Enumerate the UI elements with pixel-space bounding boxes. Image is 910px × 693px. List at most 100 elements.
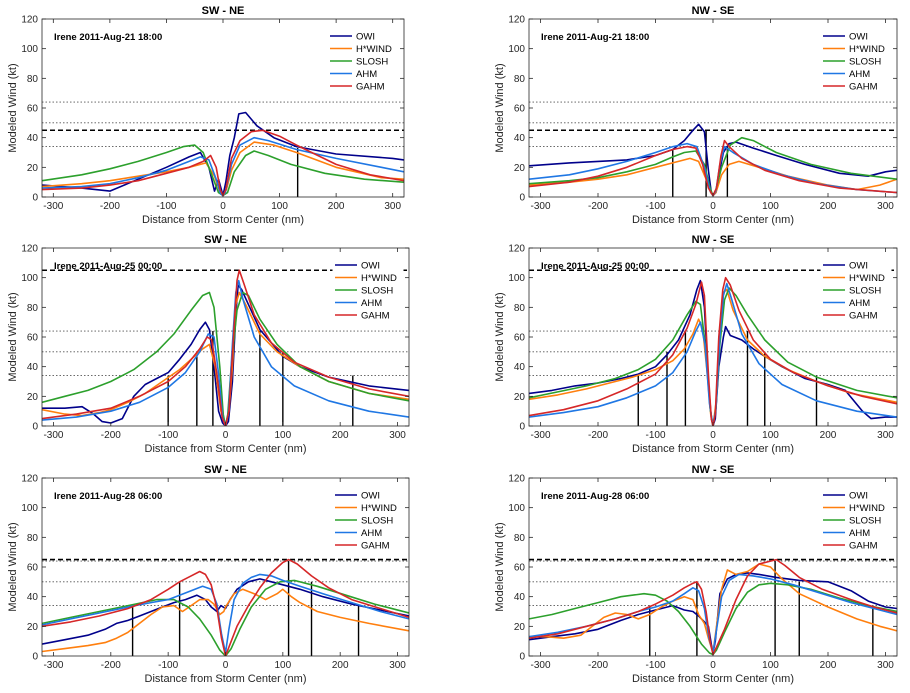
y-tick-label: 60	[514, 333, 526, 344]
x-tick-label: 300	[384, 201, 401, 212]
y-tick-label: 80	[27, 533, 39, 544]
y-tick-label: 120	[508, 474, 525, 485]
x-axis-label: Distance from Storm Center (nm)	[145, 443, 307, 455]
y-tick-label: 40	[27, 362, 39, 373]
series-line-owi	[42, 284, 409, 426]
legend-label: H*WIND	[356, 44, 392, 55]
y-tick-label: 120	[21, 15, 38, 26]
legend-label: AHM	[361, 528, 382, 539]
x-tick-label: 0	[710, 201, 716, 212]
legend-label: AHM	[849, 69, 870, 80]
x-tick-label: 100	[762, 430, 779, 441]
legend-label: GAHM	[849, 541, 878, 552]
legend-box	[332, 255, 404, 321]
x-tick-label: -100	[645, 430, 665, 441]
date-annotation: Irene 2011-Aug-21 18:00	[54, 32, 162, 43]
y-tick-label: 60	[27, 333, 39, 344]
y-tick-label: 60	[514, 104, 526, 115]
y-tick-label: 80	[514, 533, 526, 544]
y-tick-label: 0	[32, 193, 38, 204]
legend-item: SLOSH	[330, 57, 388, 68]
x-tick-label: -100	[158, 660, 178, 671]
legend-label: SLOSH	[361, 286, 393, 297]
date-annotation: Irene 2011-Aug-25 00:00	[54, 261, 162, 272]
x-axis-label: Distance from Storm Center (nm)	[632, 443, 794, 455]
series-line-gahm	[529, 139, 897, 197]
chart-panel-2: -300 -200 -100 0 100 200 300 0 20 40 60 80 100 120 NW …	[494, 5, 898, 226]
legend-label: GAHM	[361, 311, 390, 322]
y-axis-label: Modeled Wind (kt)	[7, 63, 19, 152]
date-annotation: Irene 2011-Aug-21 18:00	[541, 32, 649, 43]
x-tick-label: -300	[43, 430, 63, 441]
x-tick-label: -200	[101, 660, 121, 671]
y-tick-label: 40	[514, 362, 526, 373]
legend-label: SLOSH	[849, 57, 881, 68]
date-annotation: Irene 2011-Aug-28 06:00	[541, 491, 649, 502]
x-tick-label: -300	[530, 201, 550, 212]
y-tick-label: 20	[27, 163, 39, 174]
series-line-owi	[42, 578, 409, 645]
y-tick-label: 0	[32, 422, 38, 433]
y-tick-label: 80	[514, 74, 526, 85]
x-tick-label: 200	[332, 660, 349, 671]
chart-panel-6: -300 -200 -100 0 100 200 300 0 20 40 60 80 100 120 NW …	[494, 464, 898, 685]
y-tick-label: 80	[514, 303, 526, 314]
legend-item: AHM	[823, 528, 870, 539]
legend-item: OWI	[823, 32, 868, 43]
legend-item: SLOSH	[823, 286, 881, 297]
y-tick-label: 80	[27, 303, 39, 314]
chart-panel-5: -300 -200 -100 0 100 200 300 0 20 40 60 80 100 120 SW …	[7, 464, 410, 685]
legend-label: OWI	[849, 491, 868, 502]
legend-item: H*WIND	[823, 273, 885, 284]
y-tick-label: 100	[21, 503, 38, 514]
y-axis-label: Modeled Wind (kt)	[7, 292, 19, 381]
y-tick-label: 20	[514, 163, 526, 174]
chart-panel-4: -300 -200 -100 0 100 200 300 0 20 40 60 80 100 120 NW …	[494, 234, 898, 455]
legend-item: AHM	[823, 298, 870, 309]
legend-label: GAHM	[361, 541, 390, 552]
x-tick-label: 0	[223, 430, 229, 441]
legend-item: SLOSH	[823, 57, 881, 68]
x-tick-label: -300	[530, 430, 550, 441]
legend-item: GAHM	[335, 541, 390, 552]
x-tick-label: 200	[820, 660, 837, 671]
y-tick-label: 40	[27, 133, 39, 144]
x-tick-label: 100	[271, 201, 288, 212]
legend-item: GAHM	[823, 311, 878, 322]
chart-title: NW - SE	[692, 5, 735, 17]
legend-item: OWI	[335, 491, 380, 502]
chart-title: SW - NE	[204, 464, 247, 476]
x-tick-label: -300	[43, 660, 63, 671]
x-tick-label: 300	[877, 430, 894, 441]
x-tick-label: 200	[332, 430, 349, 441]
legend-item: AHM	[823, 69, 870, 80]
legend-label: H*WIND	[361, 273, 397, 284]
y-tick-label: 100	[508, 503, 525, 514]
y-tick-label: 20	[514, 392, 526, 403]
legend-item: SLOSH	[335, 286, 393, 297]
y-tick-label: 20	[27, 392, 39, 403]
legend-label: H*WIND	[849, 503, 885, 514]
y-tick-label: 20	[27, 622, 39, 633]
x-tick-label: 0	[710, 430, 716, 441]
legend-item: AHM	[335, 298, 382, 309]
legend-label: SLOSH	[361, 516, 393, 527]
y-tick-label: 0	[519, 652, 525, 663]
x-tick-label: -100	[158, 430, 178, 441]
y-tick-label: 40	[514, 592, 526, 603]
legend-label: H*WIND	[361, 503, 397, 514]
y-tick-label: 100	[508, 273, 525, 284]
legend-item: H*WIND	[823, 503, 885, 514]
y-axis-label: Modeled Wind (kt)	[494, 63, 506, 152]
legend-item: H*WIND	[335, 503, 397, 514]
legend-box	[820, 26, 892, 92]
legend-item: SLOSH	[823, 516, 881, 527]
legend-item: GAHM	[335, 311, 390, 322]
x-tick-label: 100	[762, 201, 779, 212]
y-tick-label: 120	[21, 474, 38, 485]
x-tick-label: 300	[389, 430, 406, 441]
